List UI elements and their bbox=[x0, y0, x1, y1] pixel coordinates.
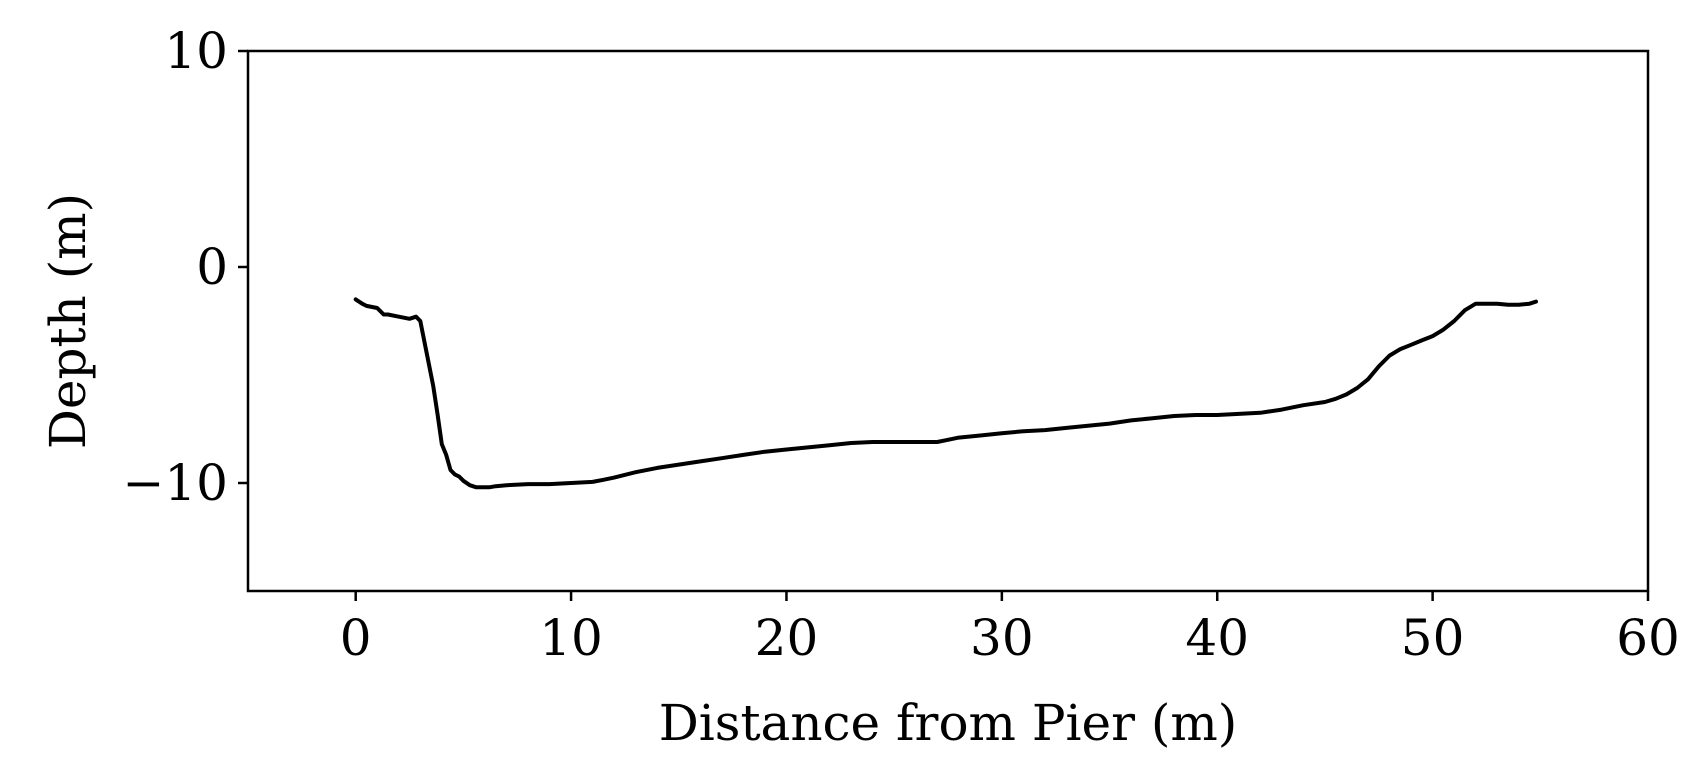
x-tick-label: 40 bbox=[1185, 609, 1249, 667]
plot-layer bbox=[353, 297, 1538, 490]
plot-frame bbox=[246, 49, 1650, 593]
x-axis-label: Distance from Pier (m) bbox=[659, 694, 1238, 752]
y-tick-label: 10 bbox=[164, 22, 228, 80]
depth-series-line bbox=[353, 297, 1538, 490]
x-axis: 0 10 20 30 40 50 60 bbox=[340, 591, 1680, 667]
x-tick-label: 30 bbox=[970, 609, 1034, 667]
y-tick-label: 0 bbox=[196, 238, 228, 296]
x-tick-label: 20 bbox=[755, 609, 819, 667]
x-tick-label: 10 bbox=[539, 609, 603, 667]
y-axis-label: Depth (m) bbox=[39, 193, 97, 449]
y-tick-label: −10 bbox=[122, 454, 228, 512]
y-axis: 10 0 −10 bbox=[122, 22, 248, 512]
x-tick-label: 60 bbox=[1616, 609, 1680, 667]
x-tick-label: 50 bbox=[1401, 609, 1465, 667]
x-tick-label: 0 bbox=[340, 609, 372, 667]
